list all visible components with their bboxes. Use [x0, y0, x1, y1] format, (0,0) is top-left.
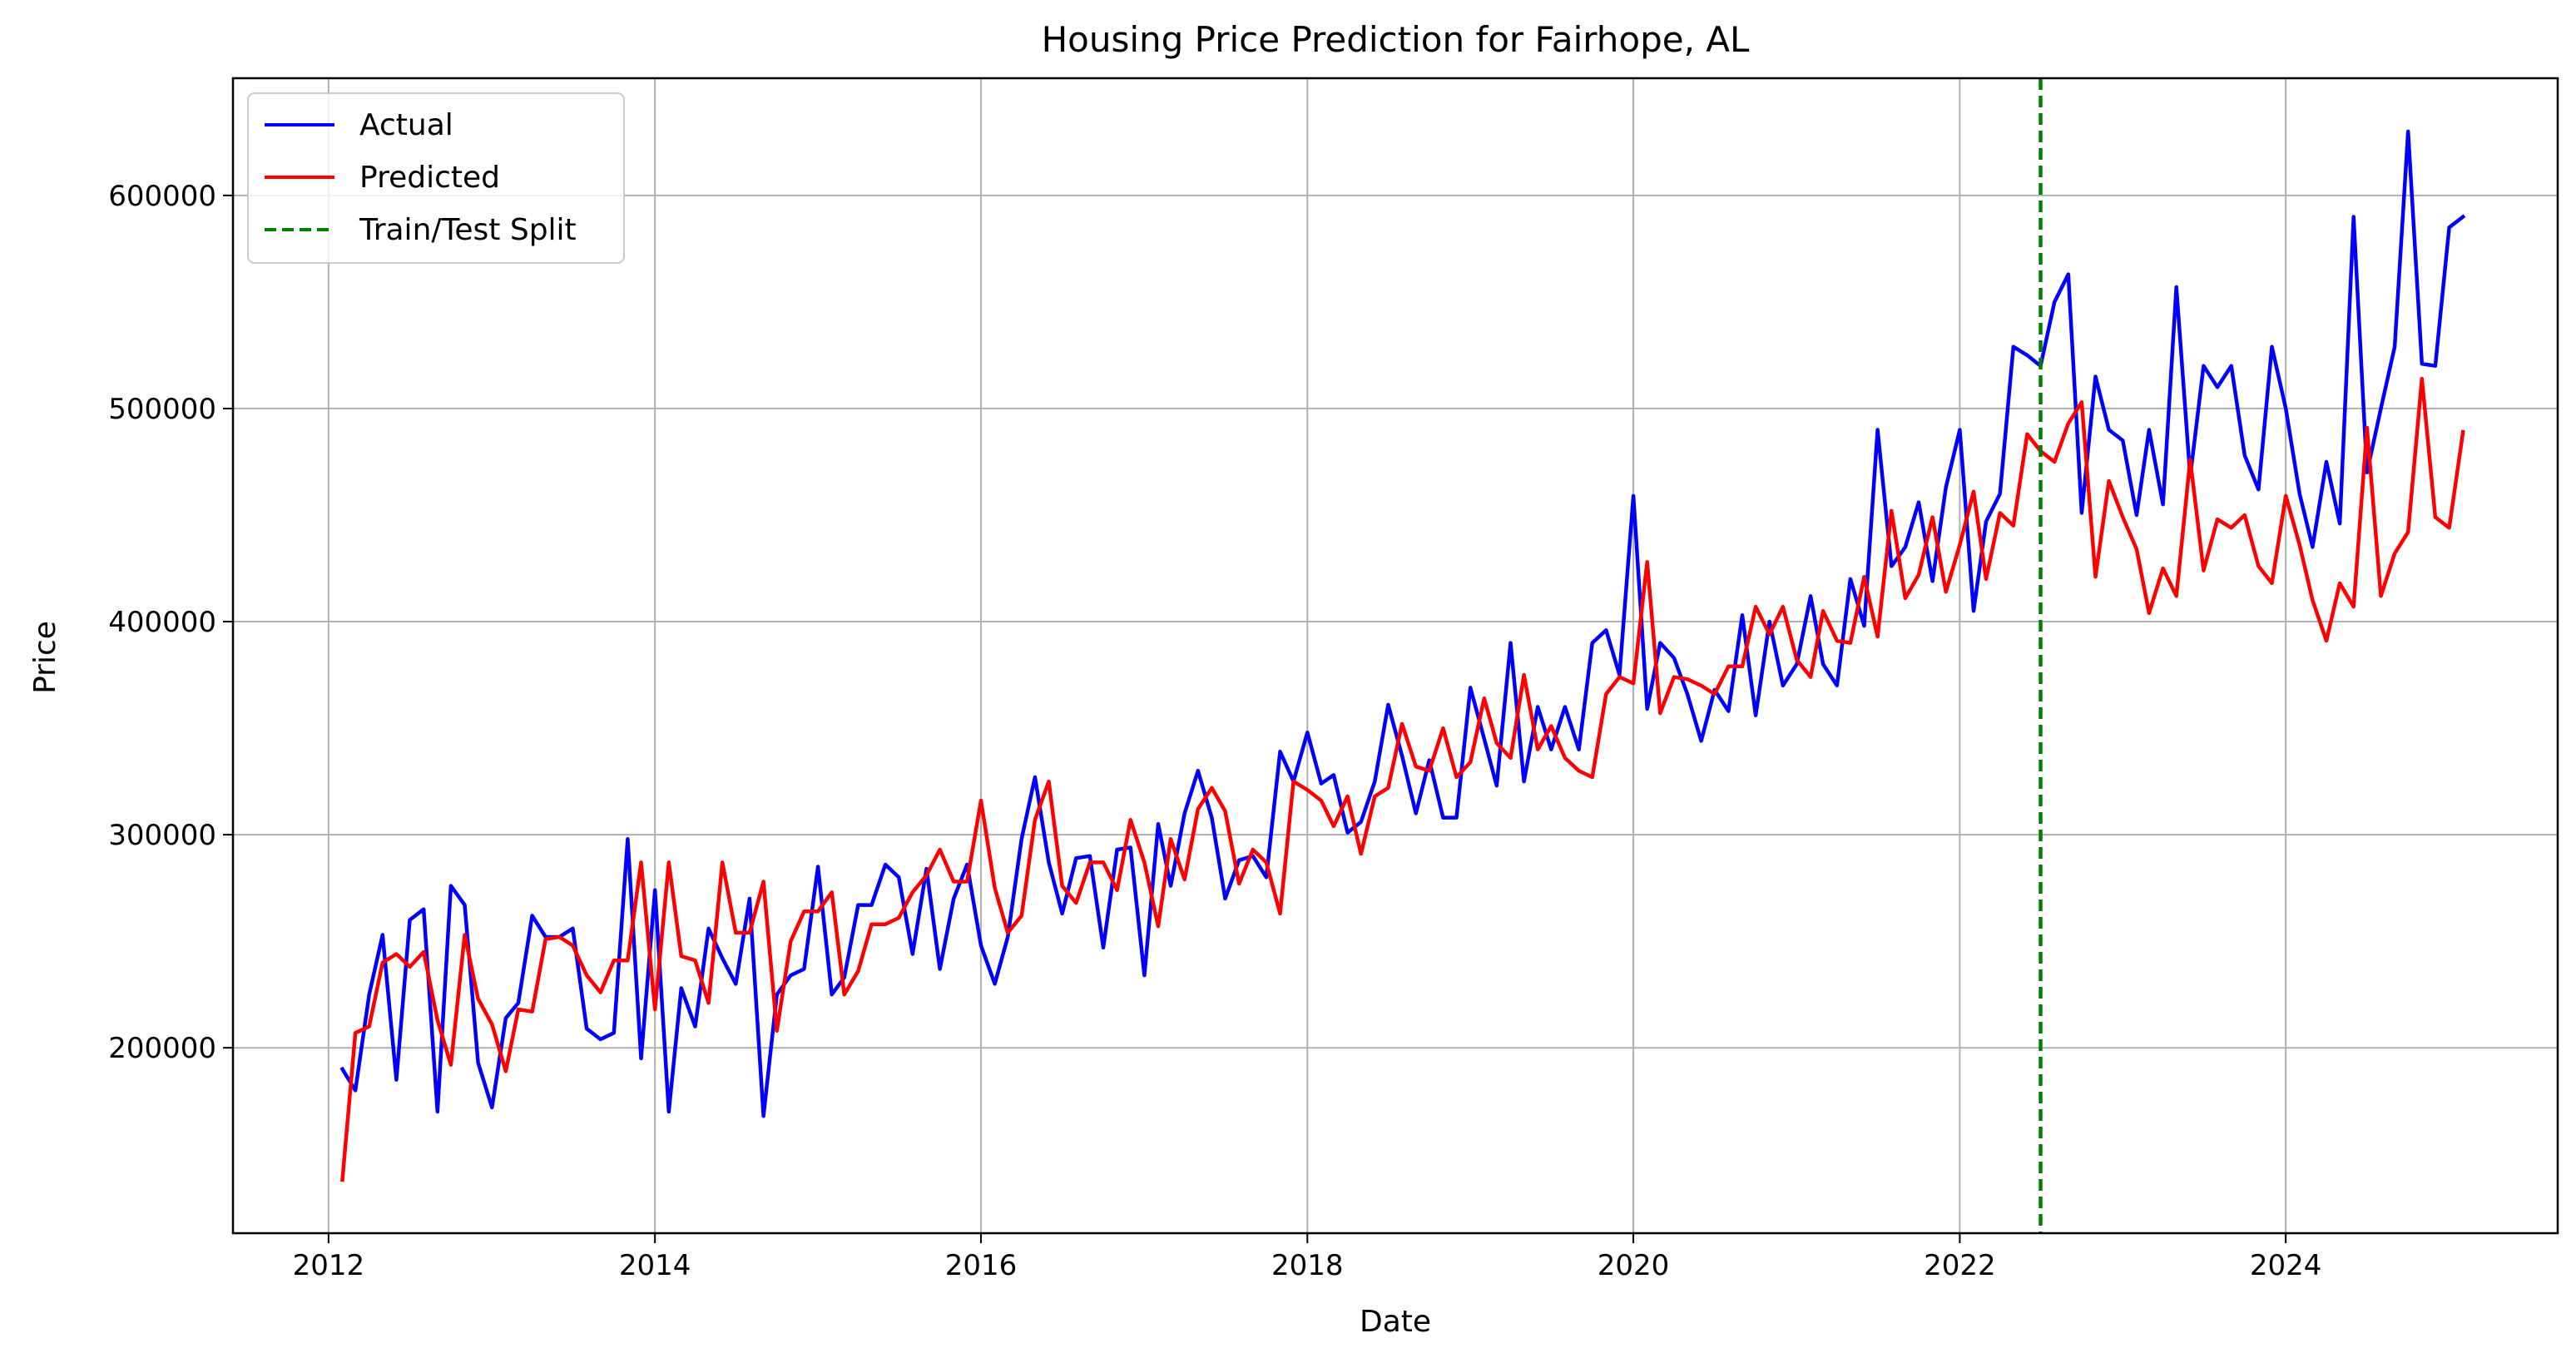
- x-tick-label: 2022: [1924, 1249, 1996, 1282]
- legend-predicted-label: Predicted: [359, 161, 500, 195]
- legend-box: [247, 92, 625, 264]
- x-tick-label: 2018: [1271, 1249, 1344, 1282]
- legend: Actual Predicted Train/Test Split: [247, 92, 625, 264]
- plot-frame: [231, 77, 2559, 1235]
- y-tick-label: 500000: [108, 393, 216, 426]
- x-tick-label: 2016: [945, 1249, 1018, 1282]
- legend-split-label: Train/Test Split: [359, 213, 577, 247]
- x-tick-label: 2014: [619, 1249, 691, 1282]
- chart-title: Housing Price Prediction for Fairhope, A…: [1042, 19, 1750, 60]
- x-tick-label: 2012: [293, 1249, 365, 1282]
- x-axis-label: Date: [1360, 1305, 1431, 1339]
- legend-actual-label: Actual: [359, 108, 453, 142]
- y-tick-label: 200000: [108, 1032, 216, 1065]
- x-tick-label: 2024: [2250, 1249, 2322, 1282]
- series-line-actual: [339, 129, 2466, 1118]
- series-line-predicted: [340, 376, 2465, 1182]
- series-layer: [339, 129, 2466, 1182]
- y-tick-label: 300000: [108, 819, 216, 852]
- y-tick-label: 600000: [108, 180, 216, 213]
- x-tick-label: 2020: [1598, 1249, 1670, 1282]
- y-axis-label: Price: [28, 621, 62, 694]
- y-tick-label: 400000: [108, 606, 216, 639]
- x-axis: 2012 2014 2016 2018 2020 2022 2024: [293, 1233, 2322, 1282]
- y-axis: 200000 300000 400000 500000 600000: [108, 180, 233, 1065]
